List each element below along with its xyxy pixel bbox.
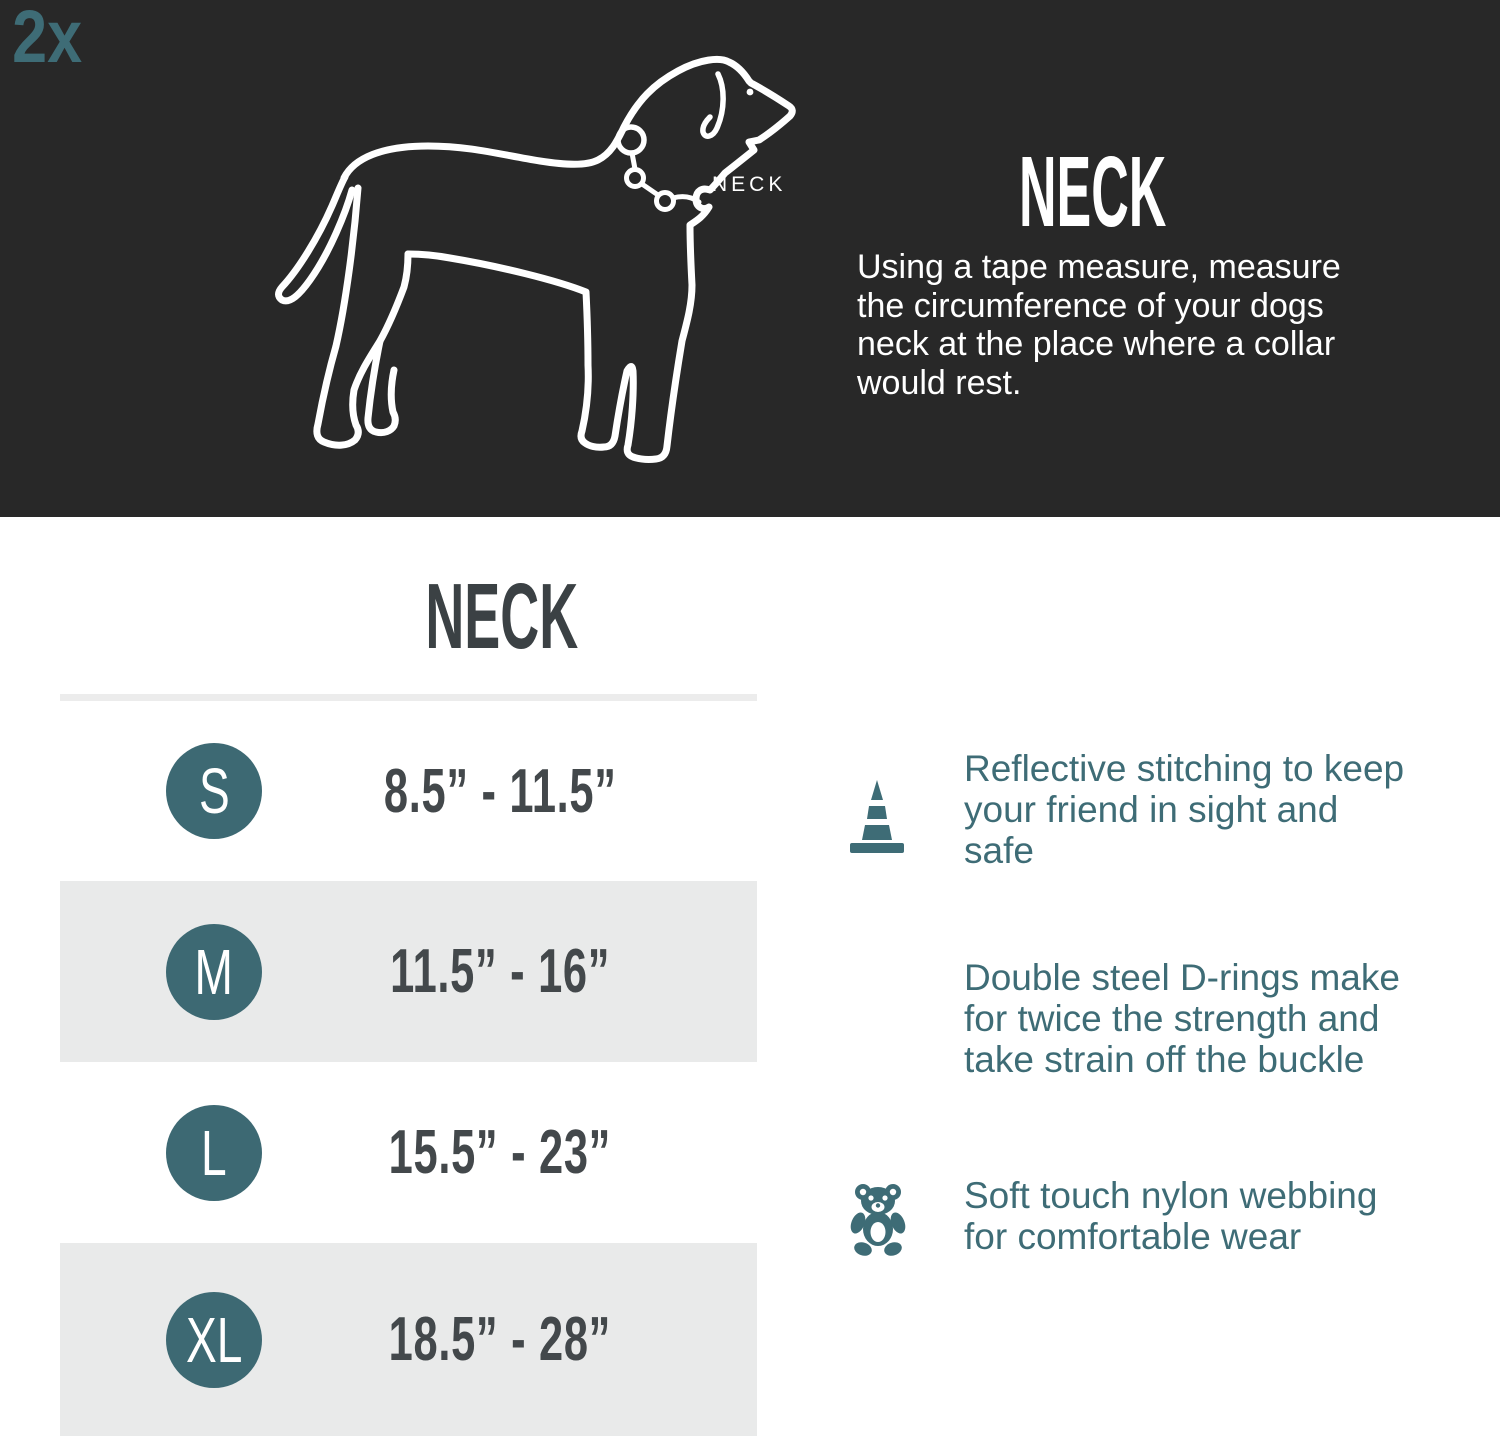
dog-far-hind-leg-line: [364, 337, 399, 437]
size-badge-label: XL: [185, 1303, 243, 1376]
size-range-l: 15.5” - 23”: [388, 1118, 612, 1187]
hero-description: Using a tape measure, measure the circum…: [857, 248, 1357, 402]
feature-text-line: your friend in sight and: [964, 788, 1339, 830]
feature-text-line: take strain off the buckle: [964, 1038, 1365, 1080]
collar-ring: [615, 124, 647, 156]
hero-description-line: would rest.: [857, 363, 1022, 402]
hero-description-line: the circumference of your dogs: [857, 286, 1324, 325]
size-badge-xl: XL: [166, 1291, 262, 1388]
dog-outline-illustration: [275, 55, 796, 463]
neck-diagram-label: NECK: [712, 173, 787, 196]
dog-hind-leg-line: [313, 184, 412, 449]
size-row-xl: XL 18.5” - 28”: [60, 1243, 757, 1436]
size-row-s: S 8.5” - 11.5”: [60, 701, 757, 881]
dog-body-line: [340, 55, 796, 463]
size-badge-s: S: [166, 743, 262, 839]
size-range-s: 8.5” - 11.5”: [383, 756, 617, 826]
teddy-bear-icon: [850, 1184, 906, 1256]
size-table: S 8.5” - 11.5” M 11.5” - 16” L 15.5” - 2…: [60, 701, 757, 1436]
feature-text-line: Double steel D-rings make: [964, 957, 1400, 998]
size-table-title: NECK: [425, 564, 579, 668]
feature-reflective-stitching: Reflective stitching to keep your friend…: [964, 748, 1414, 871]
size-range-xl: 18.5” - 28”: [388, 1305, 612, 1374]
table-divider: [60, 694, 757, 701]
size-row-l: L 15.5” - 23”: [60, 1062, 757, 1243]
size-badge-label: L: [201, 1116, 227, 1189]
size-range-m: 11.5” - 16”: [389, 937, 611, 1006]
size-badge-label: S: [198, 755, 230, 827]
size-badge-m: M: [166, 923, 262, 1020]
2x-icon: 2x: [12, 0, 82, 78]
feature-double-d-rings: Double steel D-rings make for twice the …: [964, 957, 1414, 1080]
collar-tag: [654, 190, 676, 212]
size-badge-l: L: [166, 1104, 262, 1201]
hero-title: NECK: [1019, 136, 1167, 248]
dog-ear-line: [700, 71, 726, 139]
feature-text-line: Reflective stitching to keep: [964, 748, 1405, 789]
hero-description-line: neck at the place where a collar: [857, 325, 1336, 363]
dog-eye: [746, 88, 754, 96]
collar-strap-line: [670, 194, 702, 205]
hero-dark-section: NECK NECK Using a tape measure, measure …: [0, 0, 1500, 517]
size-row-m: M 11.5” - 16”: [60, 881, 757, 1062]
hero-description-line: Using a tape measure, measure: [857, 248, 1341, 286]
feature-text-line: Soft touch nylon webbing: [964, 1175, 1378, 1216]
feature-text-line: for comfortable wear: [964, 1215, 1302, 1257]
feature-soft-webbing: Soft touch nylon webbing for comfortable…: [964, 1175, 1414, 1258]
feature-text-line: safe: [964, 829, 1034, 871]
collar-strap-line: [629, 150, 638, 172]
size-badge-label: M: [194, 935, 234, 1008]
feature-text-line: for twice the strength and: [964, 997, 1380, 1039]
collar-strap-line: [639, 181, 661, 198]
traffic-cone-icon: [850, 780, 904, 853]
dog-tail-line: [275, 173, 356, 305]
